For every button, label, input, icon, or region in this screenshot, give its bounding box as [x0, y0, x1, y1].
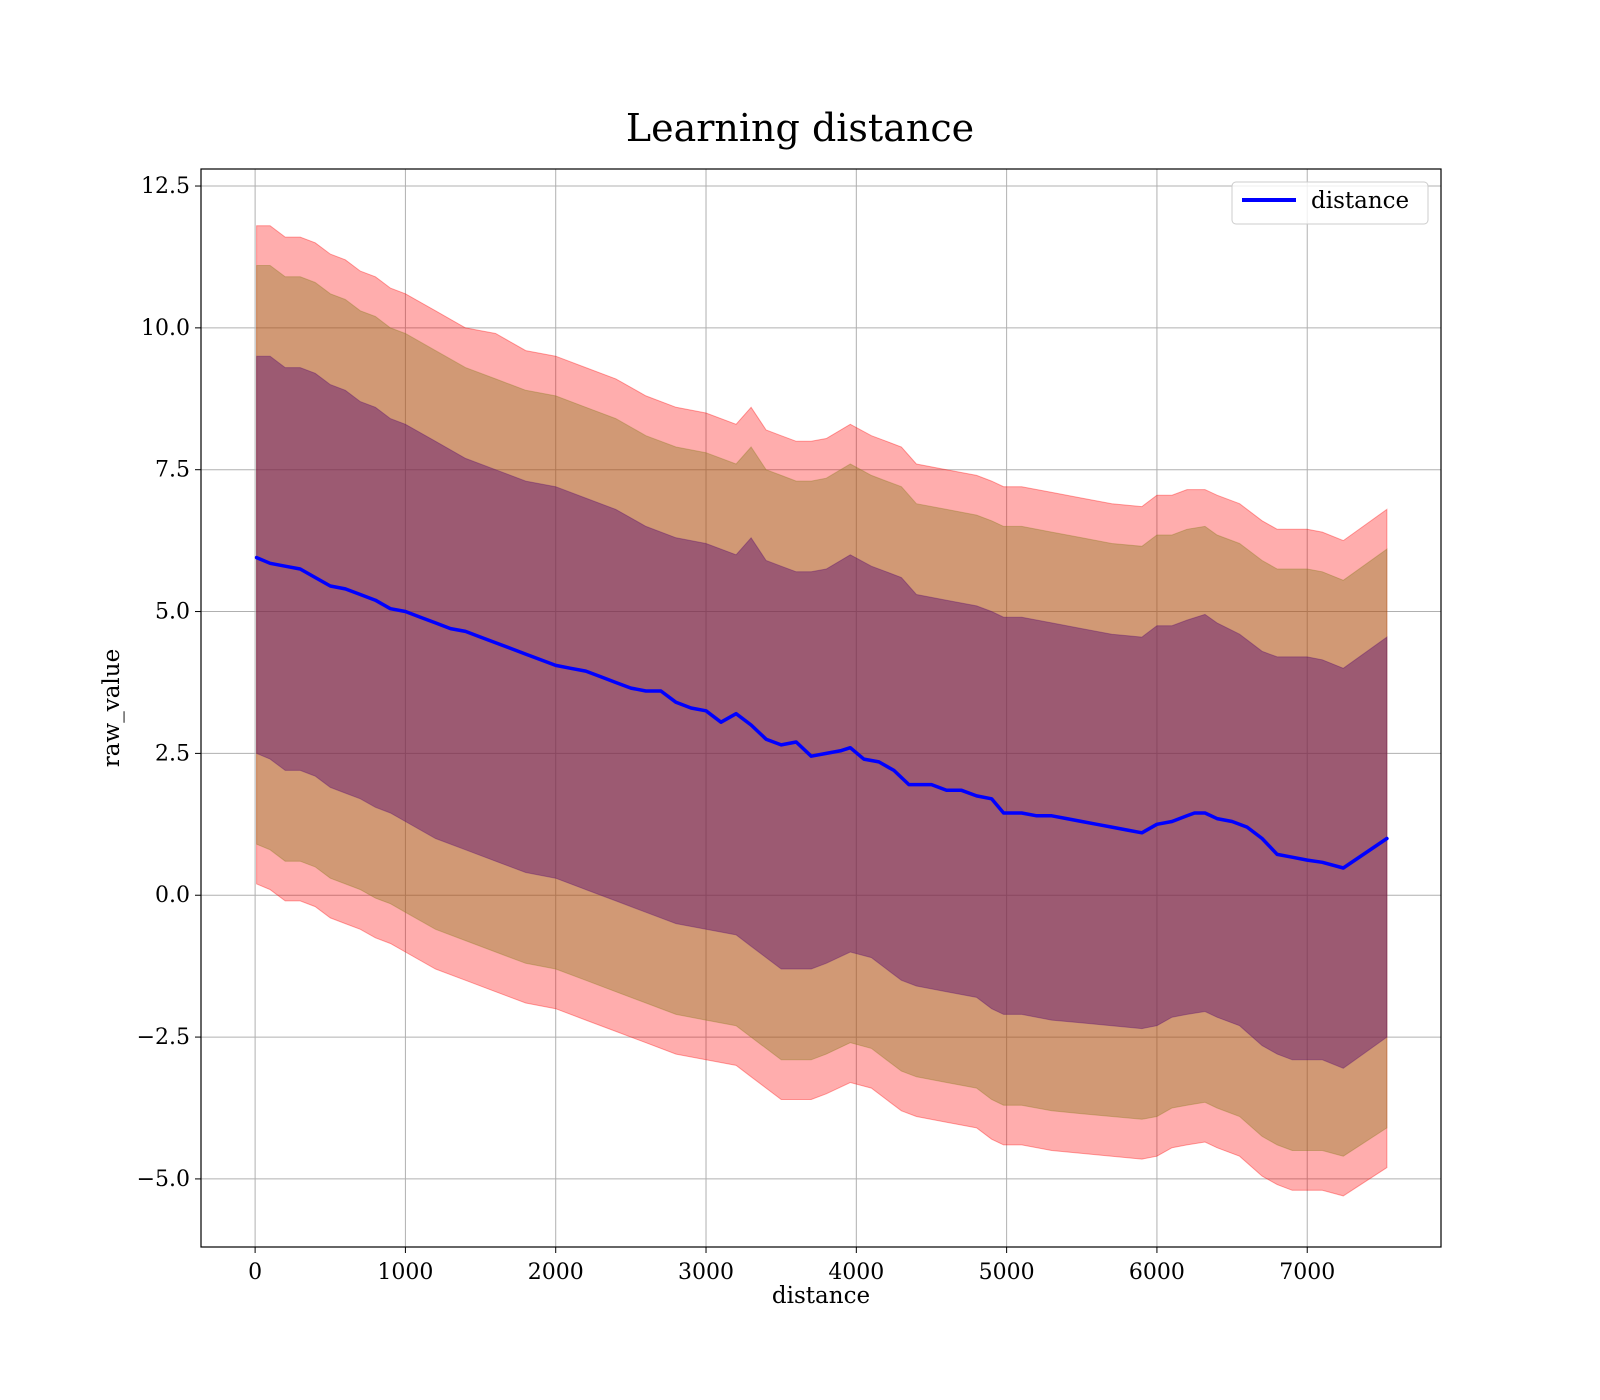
legend: distance	[1231, 181, 1429, 225]
y-axis-ticks: −5.0 −2.5 0.0 2.5 5.0 7.5 10.0 12.5	[137, 174, 201, 1192]
x-tick-label: 6000	[1129, 1260, 1185, 1285]
x-tick-label: 5000	[979, 1260, 1035, 1285]
x-tick-label: 4000	[828, 1260, 884, 1285]
y-tick-label: 0.0	[155, 883, 190, 908]
x-tick-label: 7000	[1279, 1260, 1335, 1285]
y-tick-label: 10.0	[141, 316, 190, 341]
x-tick-label: 2000	[528, 1260, 584, 1285]
y-tick-label: −5.0	[137, 1167, 190, 1192]
x-tick-label: 3000	[678, 1260, 734, 1285]
y-tick-label: 12.5	[141, 174, 190, 199]
bands	[256, 225, 1388, 1197]
plot-frame	[200, 168, 1442, 1248]
legend-box	[1231, 181, 1429, 225]
grid	[201, 169, 1441, 1247]
y-tick-label: 5.0	[155, 600, 190, 625]
series-line-distance	[254, 555, 1389, 870]
x-tick-label: 0	[248, 1260, 262, 1285]
y-axis-label: raw_value	[99, 649, 125, 767]
legend-label-distance: distance	[1311, 188, 1409, 214]
x-axis-ticks: 0 1000 2000 3000 4000 5000 6000 7000	[248, 1247, 1335, 1285]
band-0	[256, 225, 1388, 1197]
x-tick-label: 1000	[377, 1260, 433, 1285]
chart-title: Learning distance	[626, 106, 974, 150]
y-tick-label: 2.5	[155, 741, 190, 766]
series-lines	[254, 555, 1389, 870]
y-tick-label: 7.5	[155, 458, 190, 483]
x-axis-label: distance	[772, 1283, 870, 1309]
band-1	[256, 265, 1388, 1157]
band-2	[256, 355, 1388, 1069]
y-tick-label: −2.5	[137, 1025, 190, 1050]
